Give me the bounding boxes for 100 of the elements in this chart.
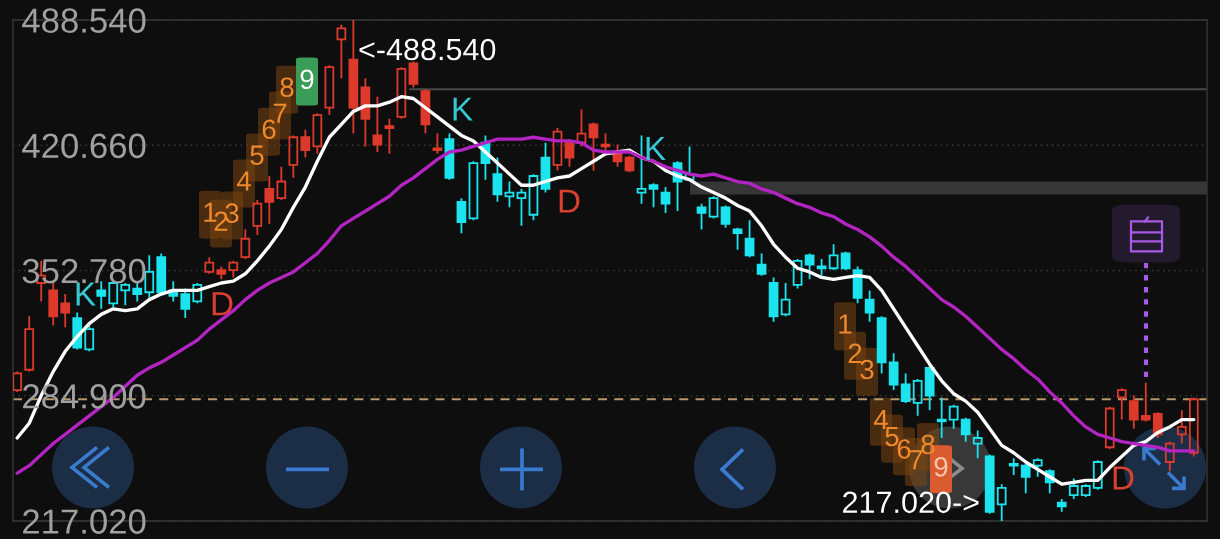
- candlestick: [228, 259, 239, 279]
- candlestick: [948, 403, 959, 430]
- annotation: 9: [300, 69, 314, 90]
- candlestick: [744, 219, 755, 259]
- candlestick: [732, 226, 743, 251]
- candlestick: [492, 156, 503, 203]
- candlestick: [120, 282, 131, 307]
- annotation: 7: [909, 450, 923, 470]
- candlestick: [372, 95, 383, 153]
- candlestick: [528, 173, 539, 222]
- candlestick: [648, 182, 659, 209]
- candlestick: [1164, 440, 1175, 473]
- candlestick: [204, 256, 215, 275]
- candlestick: [864, 289, 875, 323]
- candlestick: [876, 315, 887, 375]
- candlestick: [432, 132, 443, 155]
- annotation: 6: [897, 439, 911, 459]
- candlestick: [13, 370, 23, 393]
- candlestick: [1116, 387, 1127, 421]
- candlestick: [156, 252, 167, 295]
- annotation: 2: [848, 343, 862, 363]
- candlestick: [600, 132, 611, 153]
- candlestick: [708, 195, 719, 220]
- candlestick: [504, 180, 515, 209]
- candlestick: [996, 483, 1007, 521]
- candlestick: [276, 165, 287, 201]
- candlestick: [384, 117, 395, 155]
- annotation: 4: [873, 409, 888, 430]
- candlestick: [1008, 457, 1019, 476]
- annotation: 5: [885, 426, 899, 447]
- candlestick: [924, 365, 935, 412]
- candlestick: [1188, 396, 1199, 458]
- candlestick: [1104, 405, 1115, 450]
- annotation: K: [453, 97, 473, 121]
- annotation: K: [76, 282, 96, 306]
- candlestick: [984, 453, 995, 515]
- y-tick-label: 217.020: [23, 509, 146, 534]
- candlestick: [312, 112, 323, 155]
- candlestick: [1056, 497, 1067, 513]
- candlestick: [216, 265, 227, 281]
- annotation: 3: [225, 203, 239, 224]
- candlestick: [48, 282, 59, 327]
- candlestick: [516, 188, 527, 227]
- candlestick: [828, 243, 839, 271]
- candlestick: [192, 282, 203, 305]
- candlestick: [1128, 394, 1139, 430]
- candlestick: [1068, 477, 1079, 500]
- candlestick: [1032, 457, 1043, 478]
- candlestick: [288, 134, 299, 179]
- candlestick: [264, 175, 275, 225]
- annotation: D: [212, 292, 233, 316]
- annotation: K: [646, 136, 666, 160]
- candlestick: [660, 186, 671, 214]
- annotation: 5: [250, 145, 264, 165]
- candlestick: [972, 429, 983, 460]
- y-tick-label: 420.660: [22, 133, 146, 159]
- candlestick: [468, 160, 479, 222]
- candlestick: [336, 23, 347, 80]
- candlestick: [396, 66, 407, 120]
- candlestick: [840, 250, 851, 271]
- y-tick-label: 488.540: [22, 8, 146, 33]
- candlestick: [888, 352, 899, 391]
- candlestick: [636, 134, 647, 205]
- annotation: 4: [236, 171, 251, 191]
- candlestick: [624, 154, 635, 174]
- candlestick: [936, 396, 947, 439]
- candlestick: [324, 64, 335, 117]
- candlestick: [912, 378, 923, 417]
- candlestick: [240, 228, 251, 260]
- candlestick: [348, 20, 359, 135]
- annotation: 8: [921, 434, 935, 455]
- candlestick: [960, 416, 971, 443]
- candlestick: [804, 252, 815, 281]
- candlestick: [816, 258, 827, 277]
- candlestick: [24, 315, 35, 373]
- candlestick: [1176, 409, 1187, 445]
- candlestick: [900, 372, 911, 404]
- candlestick: [780, 282, 791, 318]
- annotation: 1: [839, 314, 852, 334]
- candlestick: [552, 127, 563, 172]
- candlestick: [696, 202, 707, 231]
- candlestick: [408, 60, 419, 89]
- candlestick: [1020, 462, 1031, 495]
- candlestick: [792, 258, 803, 290]
- candlestick: [60, 293, 71, 329]
- annotation: 8: [280, 77, 294, 98]
- candlestick: [144, 254, 155, 299]
- candlestick: [360, 77, 371, 148]
- candlestick: [456, 197, 467, 235]
- annotation: 9: [934, 456, 948, 477]
- annotation: D: [559, 189, 580, 213]
- annotation: <-488.540: [359, 38, 496, 61]
- candlestick: [756, 252, 767, 277]
- annotation: 217.020->: [843, 491, 979, 514]
- candlestick: [300, 128, 311, 159]
- candlestick: [720, 204, 731, 229]
- candlestick: [1080, 483, 1091, 498]
- candlestick: [1092, 459, 1103, 491]
- annotation: D: [1113, 466, 1134, 490]
- annotation: 3: [860, 359, 874, 380]
